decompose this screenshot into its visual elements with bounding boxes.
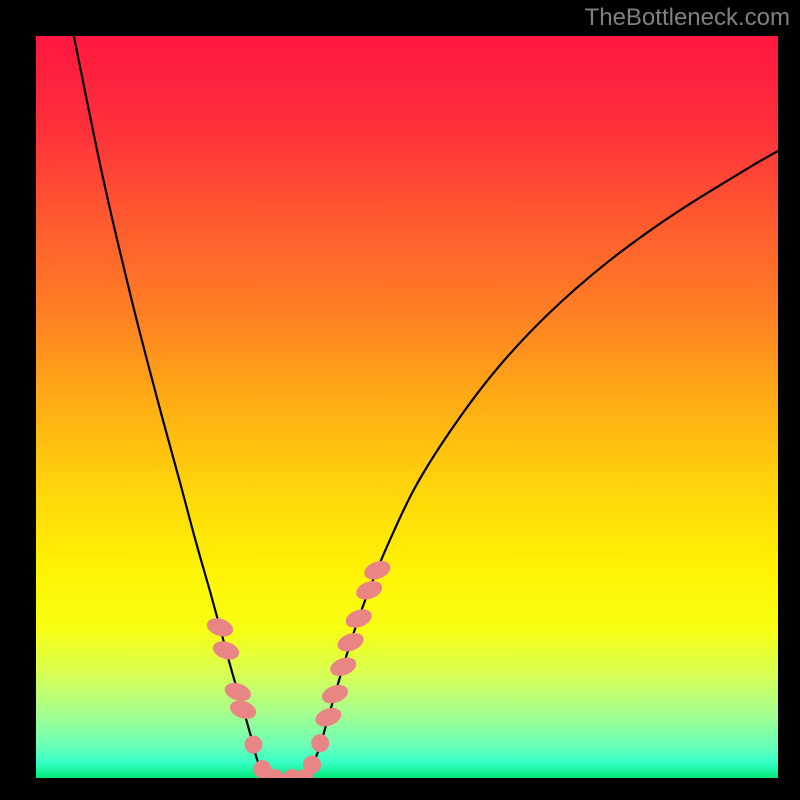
- chart-svg: [0, 0, 800, 800]
- data-marker: [304, 756, 321, 773]
- watermark-text: TheBottleneck.com: [585, 4, 790, 32]
- plot-background: [36, 36, 778, 778]
- chart-stage: TheBottleneck.com: [0, 0, 800, 800]
- data-marker: [312, 735, 329, 752]
- data-marker: [245, 736, 262, 753]
